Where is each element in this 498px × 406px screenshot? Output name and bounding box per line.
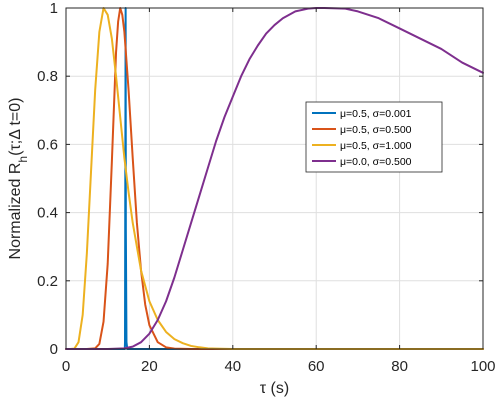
x-tick-label: 0 (62, 358, 70, 375)
y-tick-label: 0.6 (37, 136, 58, 153)
y-axis-label-args: (τ;Δ t=0) (7, 98, 24, 156)
legend-label: μ=0.0, σ=0.500 (340, 156, 412, 168)
x-axis-label-text: τ (s) (260, 380, 289, 397)
y-tick-label: 0.4 (37, 205, 58, 222)
x-tick-label: 100 (470, 358, 495, 375)
plot-frame (65, 7, 484, 350)
y-tick-label: 1 (50, 0, 58, 17)
series-line-1 (65, 7, 484, 350)
series-line-4 (65, 7, 484, 350)
axis-ticks: 0 20 40 60 80 100 0 0.2 0.4 0.6 0.8 1 (37, 0, 495, 375)
x-tick-label: 40 (224, 358, 241, 375)
legend-label: μ=0.5, σ=0.001 (340, 108, 412, 120)
y-tick-label: 0.2 (37, 273, 58, 290)
legend: μ=0.5, σ=0.001 μ=0.5, σ=0.500 μ=0.5, σ=1.0… (305, 101, 443, 173)
legend-item: μ=0.5, σ=0.001 (312, 108, 412, 120)
legend-item: μ=0.0, σ=0.500 (312, 156, 412, 168)
legend-item: μ=0.5, σ=1.000 (312, 140, 412, 152)
legend-label: μ=0.5, σ=1.000 (340, 140, 412, 152)
y-axis-label: Normalized Rh(τ;Δ t=0) (7, 98, 30, 260)
y-tick-label: 0.8 (37, 68, 58, 85)
y-axis-label-main: Normalized R (7, 163, 24, 260)
x-tick-label: 20 (141, 358, 158, 375)
grid (65, 7, 484, 350)
x-axis-label: τ (s) (260, 380, 289, 397)
y-axis-label-subscript: h (16, 156, 30, 163)
legend-item: μ=0.5, σ=0.500 (312, 124, 412, 136)
series-lines (65, 7, 484, 350)
series-line-2 (65, 7, 484, 350)
y-tick-label: 0 (50, 341, 58, 358)
series-line-3 (65, 7, 484, 350)
x-tick-label: 60 (308, 358, 325, 375)
legend-label: μ=0.5, σ=0.500 (340, 124, 412, 136)
x-tick-label: 80 (391, 358, 408, 375)
